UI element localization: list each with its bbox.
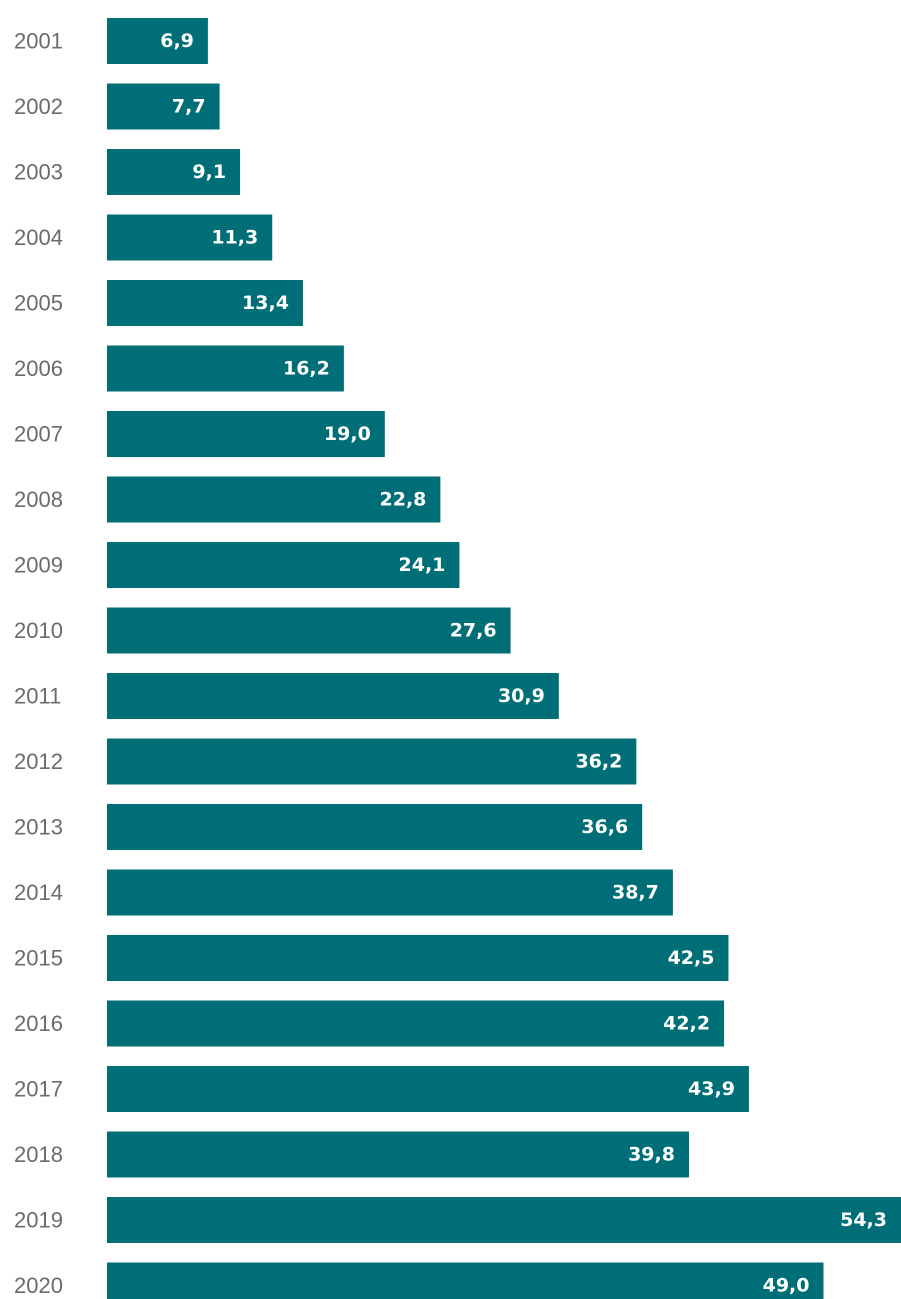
category-label: 2011 bbox=[14, 684, 61, 709]
bar bbox=[107, 345, 344, 392]
bar bbox=[107, 1131, 689, 1178]
data-label: 36,2 bbox=[575, 751, 622, 773]
category-label: 2007 bbox=[14, 422, 63, 447]
bar bbox=[107, 738, 637, 785]
bar bbox=[107, 935, 729, 981]
category-label: 2002 bbox=[14, 94, 63, 119]
data-label: 13,4 bbox=[242, 292, 289, 314]
data-label: 27,6 bbox=[450, 620, 497, 642]
category-label: 2016 bbox=[14, 1011, 63, 1036]
bar bbox=[107, 804, 643, 850]
bar bbox=[107, 83, 220, 130]
data-label: 7,7 bbox=[172, 96, 206, 118]
bar bbox=[107, 280, 303, 326]
data-label: 36,6 bbox=[581, 816, 628, 838]
bar-row-2017: 2017 43,9 bbox=[14, 1066, 749, 1112]
bar-row-2006: 2006 16,2 bbox=[14, 345, 344, 392]
bar-row-2004: 2004 11,3 bbox=[14, 214, 273, 261]
data-label: 38,7 bbox=[612, 882, 659, 904]
category-label: 2008 bbox=[14, 487, 63, 512]
bar-row-2018: 2018 39,8 bbox=[14, 1131, 689, 1178]
category-label: 2006 bbox=[14, 356, 63, 381]
data-label: 42,5 bbox=[668, 947, 715, 969]
bar bbox=[107, 411, 385, 457]
bar-row-2001: 2001 6,9 bbox=[14, 18, 208, 64]
bar-row-2005: 2005 13,4 bbox=[14, 280, 303, 326]
category-label: 2013 bbox=[14, 815, 63, 840]
category-label: 2017 bbox=[14, 1077, 63, 1102]
bar-row-2013: 2013 36,6 bbox=[14, 804, 643, 850]
data-label: 39,8 bbox=[628, 1144, 675, 1166]
category-label: 2012 bbox=[14, 749, 63, 774]
bar-row-2016: 2016 42,2 bbox=[14, 1000, 725, 1047]
bar-row-2014: 2014 38,7 bbox=[14, 869, 673, 916]
data-label: 43,9 bbox=[688, 1078, 735, 1100]
bar-row-2020: 2020 49,0 bbox=[14, 1262, 824, 1299]
data-label: 19,0 bbox=[324, 423, 371, 445]
data-label: 16,2 bbox=[283, 358, 330, 380]
data-label: 42,2 bbox=[663, 1013, 710, 1035]
data-label: 30,9 bbox=[498, 685, 545, 707]
category-label: 2009 bbox=[14, 553, 63, 578]
category-label: 2010 bbox=[14, 618, 63, 643]
bar-row-2002: 2002 7,7 bbox=[14, 83, 220, 130]
data-label: 22,8 bbox=[380, 489, 427, 511]
bar bbox=[107, 476, 441, 523]
category-label: 2001 bbox=[14, 29, 63, 54]
bar bbox=[107, 1197, 901, 1243]
bar-row-2019: 2019 54,3 bbox=[14, 1197, 901, 1243]
data-label: 11,3 bbox=[211, 227, 258, 249]
category-label: 2015 bbox=[14, 946, 63, 971]
bar-row-2015: 2015 42,5 bbox=[14, 935, 729, 981]
category-label: 2019 bbox=[14, 1208, 63, 1233]
data-label: 49,0 bbox=[763, 1275, 810, 1297]
bar-row-2008: 2008 22,8 bbox=[14, 476, 441, 523]
category-label: 2020 bbox=[14, 1273, 63, 1298]
data-label: 24,1 bbox=[399, 554, 446, 576]
bar-row-2009: 2009 24,1 bbox=[14, 542, 460, 588]
data-label: 54,3 bbox=[840, 1209, 887, 1231]
bar bbox=[107, 1000, 725, 1047]
bar-row-2003: 2003 9,1 bbox=[14, 149, 241, 195]
bar-row-2007: 2007 19,0 bbox=[14, 411, 385, 457]
bar bbox=[107, 673, 559, 719]
bar-row-2011: 2011 30,9 bbox=[14, 673, 559, 719]
bar-row-2010: 2010 27,6 bbox=[14, 607, 511, 654]
bar bbox=[107, 18, 208, 64]
category-label: 2003 bbox=[14, 160, 63, 185]
bar bbox=[107, 869, 673, 916]
bar-row-2012: 2012 36,2 bbox=[14, 738, 637, 785]
bar bbox=[107, 214, 273, 261]
bar bbox=[107, 1066, 749, 1112]
category-label: 2004 bbox=[14, 225, 63, 250]
category-label: 2005 bbox=[14, 291, 63, 316]
data-label: 9,1 bbox=[192, 161, 226, 183]
bar bbox=[107, 1262, 824, 1299]
category-label: 2014 bbox=[14, 880, 63, 905]
bar bbox=[107, 542, 460, 588]
bar bbox=[107, 149, 241, 195]
category-label: 2018 bbox=[14, 1142, 63, 1167]
data-label: 6,9 bbox=[160, 30, 194, 52]
bar bbox=[107, 607, 511, 654]
